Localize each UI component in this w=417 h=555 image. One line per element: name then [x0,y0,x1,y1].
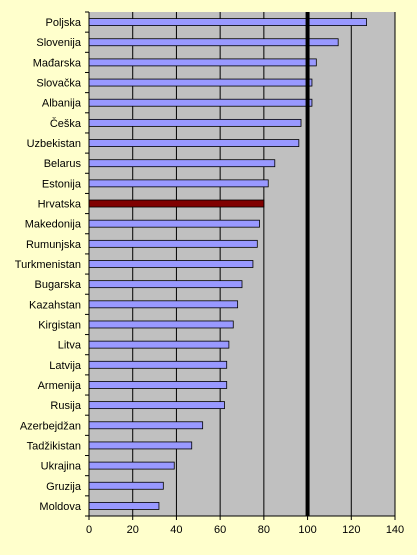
bar [88,401,225,410]
x-tick-label: 40 [170,524,182,536]
bar [88,179,269,188]
x-tick-label: 60 [214,524,226,536]
bar [88,441,193,450]
bar [88,219,260,228]
bar [88,481,164,490]
bar [88,38,339,47]
x-tick-label: 20 [127,524,139,536]
x-tick-label: 120 [342,524,360,536]
bars [88,18,367,510]
category-label: Rusija [50,400,81,412]
category-label: Makedonija [25,219,82,231]
bar [88,139,300,147]
category-label: Estonija [42,178,82,190]
category-label: Slovenija [36,37,82,49]
category-label: Slovačka [36,78,82,90]
bar [88,461,175,470]
bar [88,340,230,349]
bar [88,320,234,329]
category-label: Ukrajina [41,461,82,473]
bar-highlighted [88,199,265,208]
x-tick-label: 80 [258,524,270,536]
x-tick-label: 140 [386,524,404,536]
category-label: Mađarska [33,57,82,69]
category-label: Turkmenistan [15,259,81,271]
bar [88,58,317,67]
bar [88,300,239,309]
bar [88,502,160,510]
x-axis-ticks: 0 20 40 60 80 100 120 140 [86,516,404,536]
category-label: Tadžikistan [27,440,81,452]
bar [88,381,228,389]
category-labels: Poljska Slovenija Mađarska Slovačka Albanija… [15,11,89,517]
bar [88,118,302,127]
category-label: Albanija [42,98,82,110]
category-label: Češka [50,117,82,130]
category-label: Gruzija [46,481,82,493]
bar [88,260,254,268]
category-label: Poljska [46,17,82,29]
category-label: Bugarska [35,279,82,291]
bar [88,360,228,369]
category-label: Uzbekistan [27,138,81,150]
category-label: Latvija [49,360,82,372]
bar [88,78,313,87]
bar [88,239,258,248]
category-label: Moldova [39,501,81,513]
bar [88,18,367,26]
bar [88,421,204,430]
bar [88,159,276,168]
category-label: Litva [58,340,82,352]
category-label: Rumunjska [26,239,82,251]
category-label: Hrvatska [38,199,82,211]
category-label: Kirgistan [38,319,81,331]
category-label: Armenija [38,380,82,392]
category-label: Kazahstan [29,299,81,311]
category-label: Azerbejdžan [20,420,81,432]
x-tick-label: 0 [86,524,92,536]
x-tick-label: 100 [298,524,316,536]
bar [88,280,243,289]
category-label: Belarus [44,158,82,170]
bar [88,98,313,107]
